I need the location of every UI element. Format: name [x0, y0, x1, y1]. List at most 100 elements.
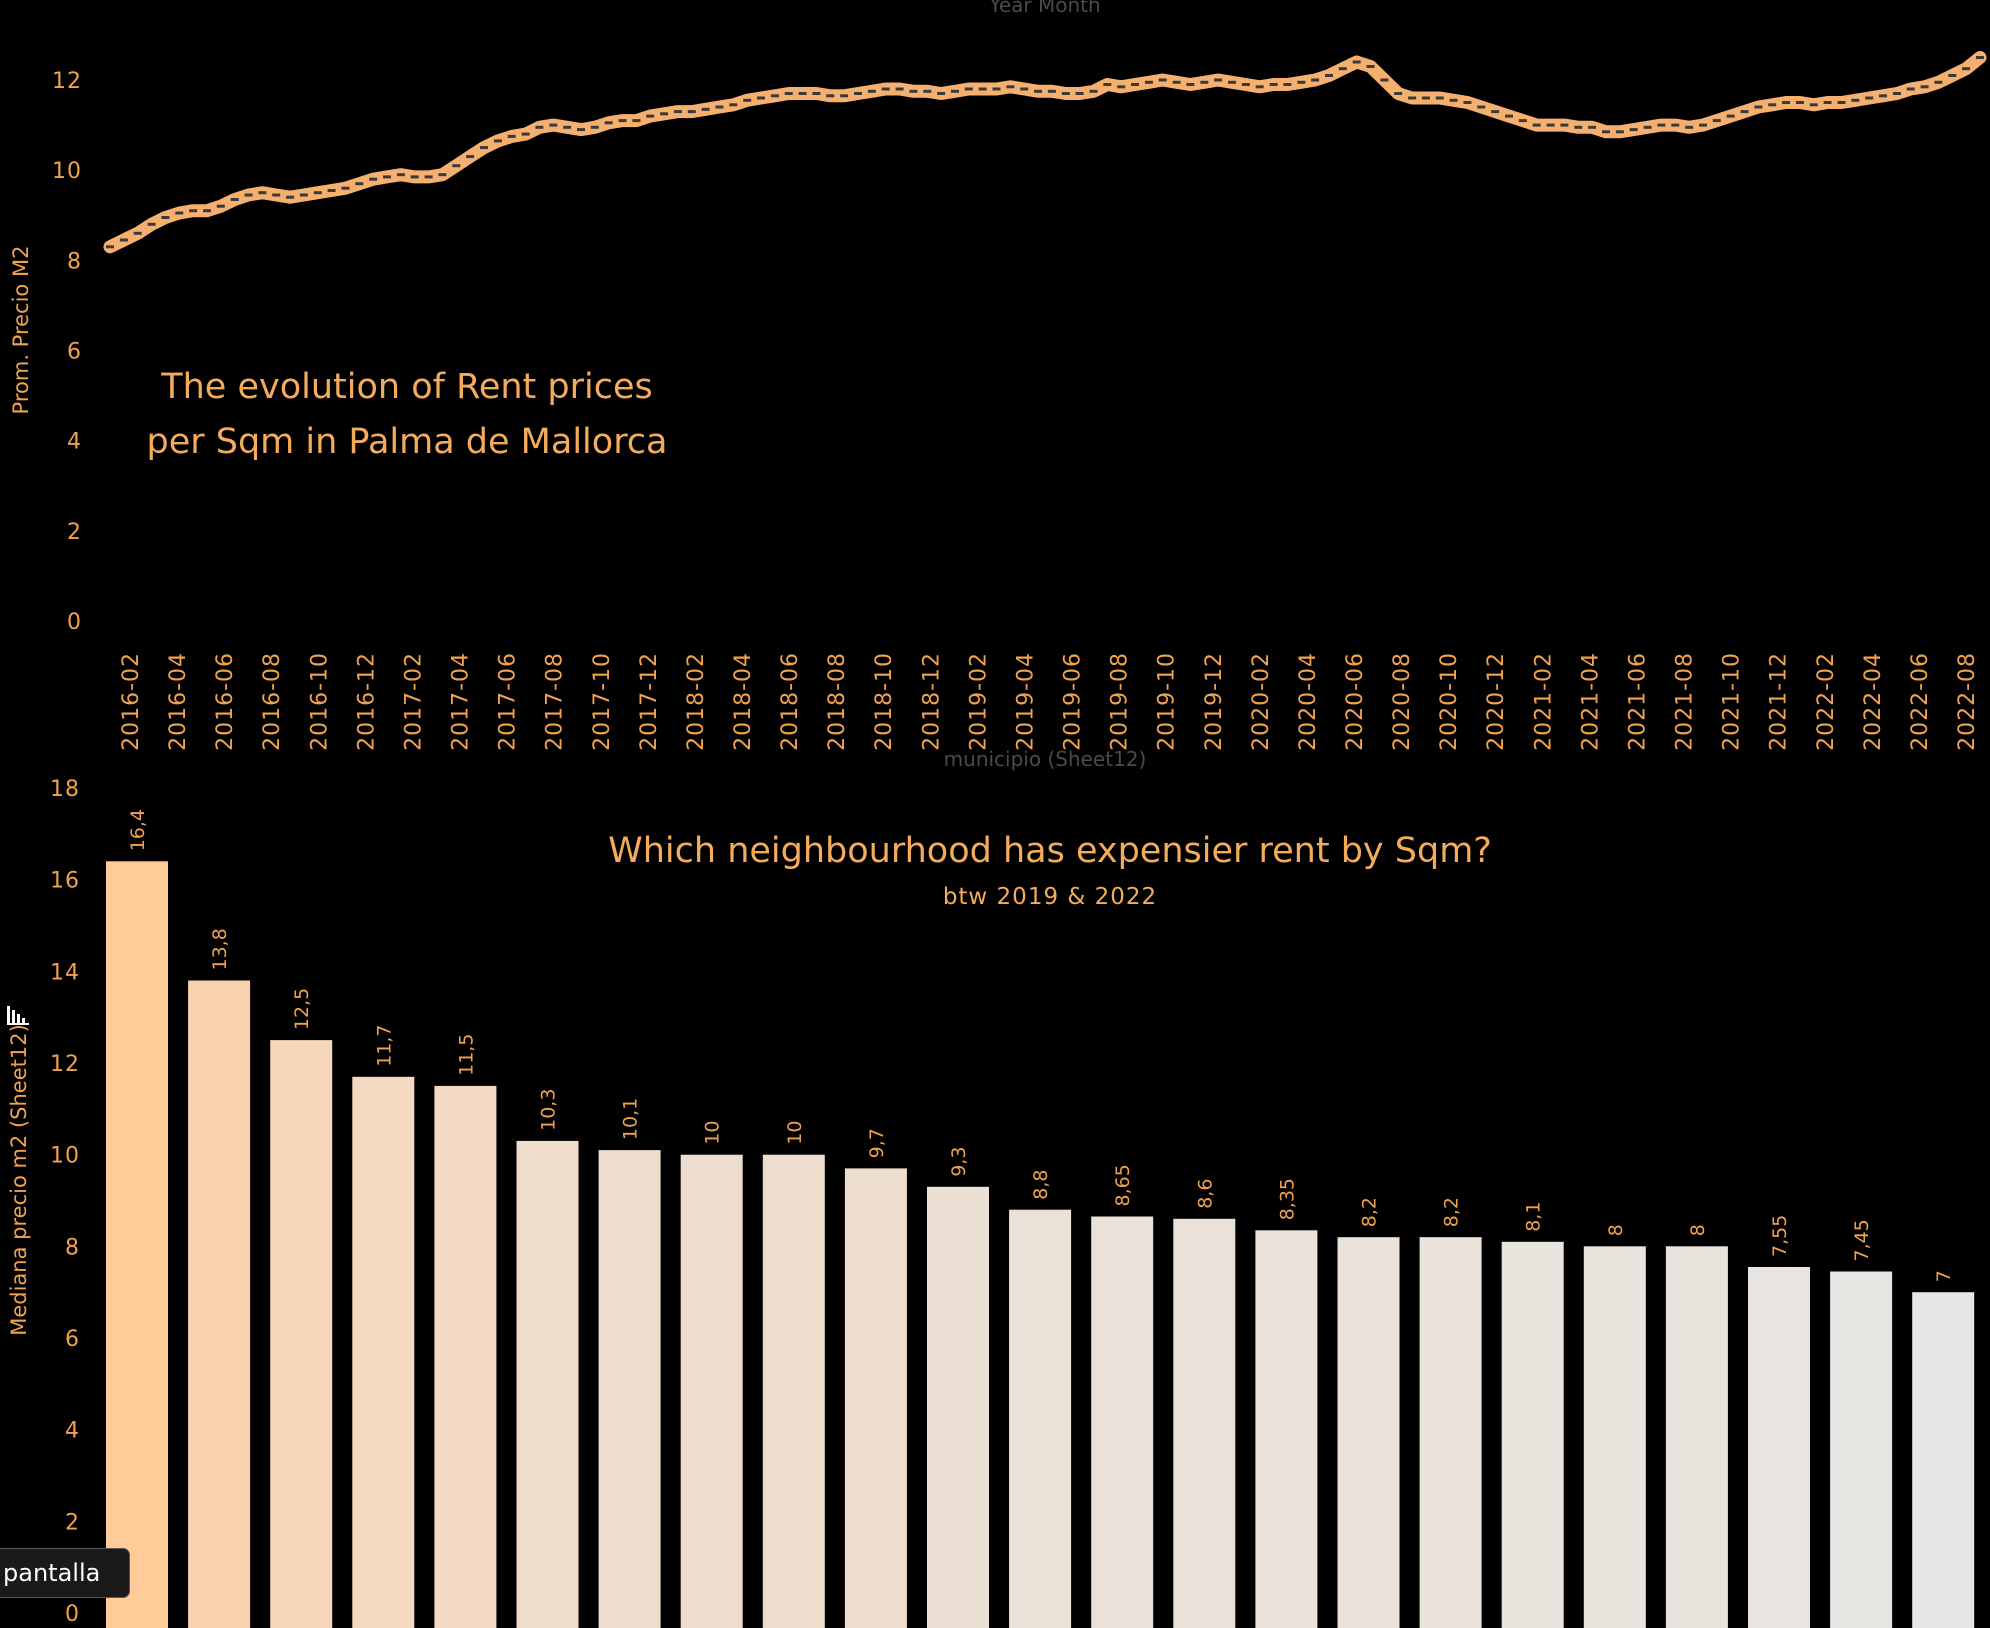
line-point	[1172, 80, 1181, 84]
bar-data-label: 8	[1605, 1224, 1627, 1236]
line-point	[1920, 85, 1929, 89]
line-x-tick-label: 2017-10	[590, 652, 615, 751]
line-point	[1934, 80, 1943, 84]
line-point	[438, 173, 447, 177]
bar-chart: municipio (Sheet12) Mediana precio m2 (S…	[7, 747, 1975, 1628]
line-point	[1117, 85, 1126, 89]
line-point	[258, 191, 267, 195]
line-x-tick-label: 2021-08	[1673, 652, 1698, 751]
line-x-tick-label: 2021-12	[1767, 652, 1792, 751]
line-x-tick-label: 2016-08	[260, 652, 285, 751]
bar-chart-title: Which neighbourhood has expensier rent b…	[608, 831, 1492, 871]
line-point	[1131, 83, 1139, 86]
line-x-tick-label: 2020-08	[1390, 652, 1415, 751]
line-y-tick-label: 10	[52, 159, 82, 184]
bar	[1255, 1230, 1318, 1628]
line-point	[1311, 78, 1320, 82]
line-x-tick-label: 2022-04	[1861, 652, 1886, 751]
bar-y-tick-label: 2	[65, 1510, 80, 1535]
line-point	[452, 164, 461, 168]
line-point	[1283, 83, 1292, 86]
bar-data-label: 8,2	[1441, 1197, 1463, 1227]
line-point	[1962, 67, 1971, 71]
line-point	[175, 211, 184, 215]
line-y-tick-label: 8	[67, 249, 82, 274]
line-point	[1047, 89, 1056, 93]
bar-data-label: 9,3	[948, 1147, 970, 1177]
line-point	[1477, 105, 1486, 109]
line-point	[687, 110, 696, 114]
line-y-tick-label: 2	[67, 520, 82, 545]
line-x-tick-label: 2018-04	[731, 652, 756, 751]
bar-chart-y-ticks: 0 2 4 6 8 10 12 14 16 18	[50, 777, 80, 1627]
bar-chart-icon[interactable]	[6, 1004, 30, 1026]
bar-data-label: 8,2	[1359, 1197, 1381, 1227]
line-point	[1768, 103, 1777, 107]
line-point	[507, 134, 516, 138]
line-point	[549, 123, 558, 127]
line-x-tick-label: 2017-06	[496, 652, 521, 751]
bar-y-tick-label: 10	[50, 1144, 80, 1169]
bar-data-label: 10	[702, 1121, 724, 1145]
line-x-tick-label: 2019-02	[966, 652, 991, 751]
line-chart-points	[106, 56, 1984, 249]
line-point	[1685, 125, 1694, 129]
line-point	[1602, 130, 1610, 134]
line-x-tick-label: 2017-08	[543, 652, 568, 751]
line-point	[1144, 80, 1153, 84]
line-point	[784, 92, 793, 95]
bar	[1501, 1241, 1564, 1628]
line-point	[701, 107, 710, 111]
line-point	[1241, 83, 1250, 86]
line-point	[1560, 123, 1569, 127]
line-point	[1643, 125, 1652, 129]
line-point	[867, 89, 876, 93]
line-point	[327, 189, 336, 192]
line-x-tick-label: 2019-12	[1202, 652, 1227, 751]
line-point	[1837, 101, 1846, 104]
line-point	[1782, 101, 1791, 104]
line-y-tick-label: 0	[67, 610, 82, 635]
bar	[1748, 1267, 1810, 1628]
fullscreen-button[interactable]: pantalla	[0, 1548, 130, 1598]
line-x-tick-label: 2021-02	[1531, 652, 1556, 751]
line-point	[895, 87, 904, 91]
line-x-tick-label: 2020-10	[1437, 652, 1462, 751]
bar	[762, 1154, 825, 1628]
line-x-tick-label: 2020-06	[1343, 652, 1368, 751]
bar	[106, 861, 168, 1628]
line-point	[729, 103, 738, 107]
line-chart-title: The evolution of Rent prices	[160, 367, 652, 407]
line-point	[299, 193, 308, 197]
line-point	[1075, 92, 1084, 95]
bar-data-label: 8,6	[1194, 1179, 1216, 1209]
bar-y-tick-label: 0	[65, 1602, 80, 1627]
line-point	[646, 114, 655, 118]
line-point	[909, 89, 918, 93]
line-point	[770, 94, 779, 98]
bar-chart-bars	[106, 861, 1975, 1628]
line-point	[133, 231, 142, 235]
line-point	[1740, 110, 1749, 114]
bar	[1091, 1216, 1154, 1628]
bar	[598, 1150, 661, 1628]
bar-data-label: 9,7	[866, 1128, 888, 1158]
line-point	[743, 98, 752, 102]
bar	[1583, 1246, 1646, 1628]
line-x-tick-label: 2016-02	[119, 652, 144, 751]
line-point	[1228, 80, 1236, 84]
line-point	[577, 128, 585, 132]
bar	[434, 1085, 497, 1628]
line-point	[964, 87, 973, 91]
line-point	[1629, 128, 1638, 132]
line-point	[715, 105, 724, 109]
line-point	[1588, 125, 1597, 129]
line-x-tick-label: 2018-12	[919, 652, 944, 751]
line-point	[632, 119, 641, 123]
bar-y-tick-label: 18	[50, 777, 80, 802]
line-x-tick-label: 2022-02	[1814, 652, 1839, 751]
bar-chart-data-labels: 16,4 13,8 12,5 11,7 11,5 10,3 10,1 10 10 9,7 9,3 8,…	[127, 809, 1955, 1282]
bar-data-label: 8,1	[1523, 1202, 1545, 1232]
line-x-tick-label: 2021-06	[1625, 652, 1650, 751]
bar	[844, 1168, 907, 1628]
